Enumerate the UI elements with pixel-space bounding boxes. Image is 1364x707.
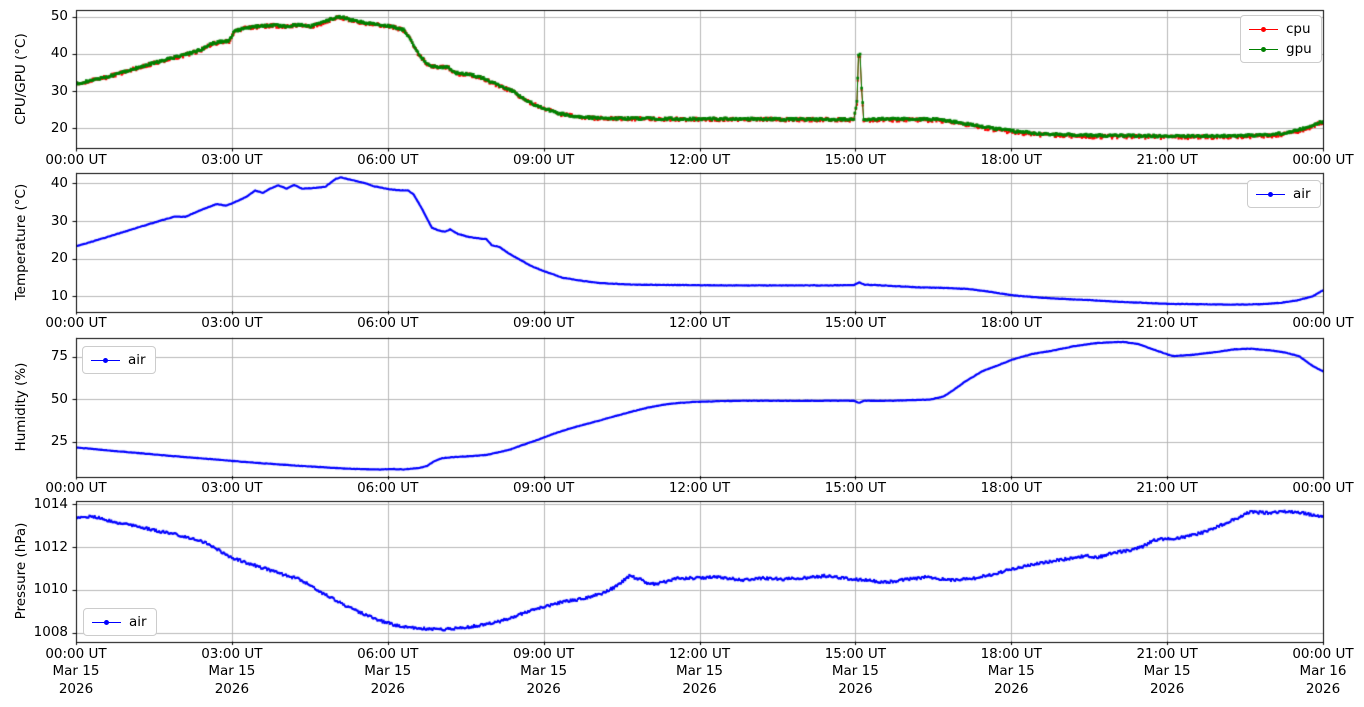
sensor-timeseries-figure: 20 30 40 50 00:00 UT 03:00 UT 06:00 UT 09:00 UT…: [0, 0, 1364, 707]
chart-canvas: [0, 0, 1364, 707]
